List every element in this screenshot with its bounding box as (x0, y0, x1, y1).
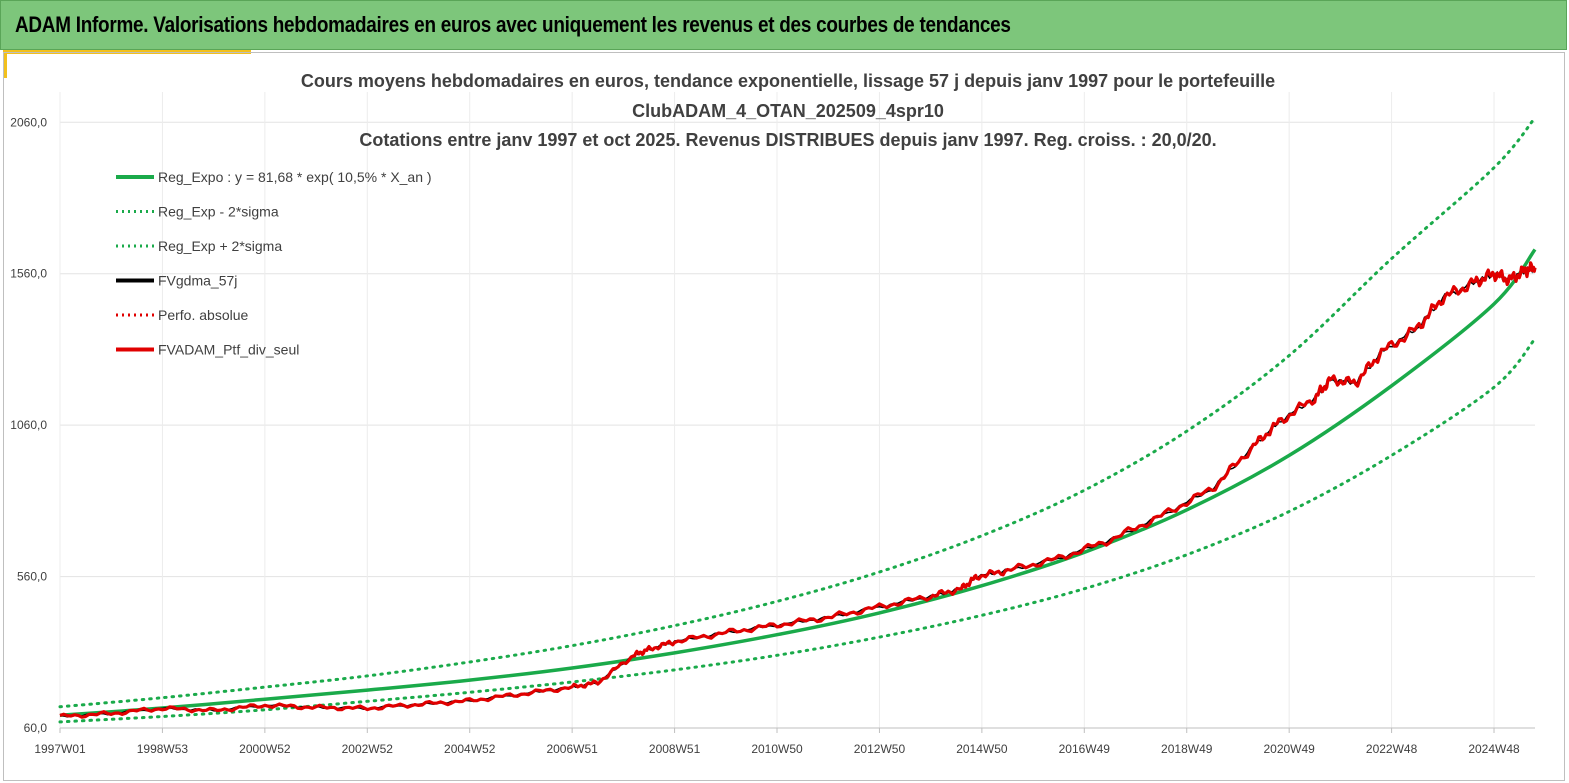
legend-entry-label: FVADAM_Ptf_div_seul (158, 342, 299, 358)
x-tick-label: 2014W50 (956, 742, 1008, 756)
x-tick-label: 1998W53 (137, 742, 189, 756)
chart-title-line-1: Cours moyens hebdomadaires en euros, ten… (301, 71, 1275, 91)
x-tick-label: 2004W52 (444, 742, 496, 756)
x-tick-label: 2006W51 (546, 742, 598, 756)
y-tick-label: 2060,0 (10, 115, 47, 129)
header-banner: ADAM Informe. Valorisations hebdomadaire… (0, 0, 1567, 50)
x-tick-label: 2010W50 (751, 742, 803, 756)
series-fvadam-ptf-div-seul (59, 261, 1537, 719)
x-tick-label: 2012W50 (854, 742, 906, 756)
series-fvgdma-57j (59, 265, 1536, 718)
x-tick-label: 2000W52 (239, 742, 291, 756)
y-axis: 60,0 560,0 1060,0 1560,0 2060,0 (10, 115, 47, 735)
x-axis: 1997W01 1998W53 2000W52 2002W52 2004W52 2006W… (34, 742, 1520, 756)
y-tick-label: 560,0 (17, 570, 47, 584)
chart-frame (3, 52, 1565, 781)
legend-entry-label: Reg_Expo : y = 81,68 * exp( 10,5% * X_an… (158, 169, 432, 185)
x-tick-label: 1997W01 (34, 742, 86, 756)
series-reg-expo (59, 248, 1537, 718)
x-tick-label: 2020W49 (1263, 742, 1315, 756)
y-tick-label: 60,0 (24, 721, 48, 735)
x-tick-label: 2008W51 (649, 742, 701, 756)
grid (59, 92, 1535, 733)
legend-entry-label: Reg_Exp - 2*sigma (158, 204, 279, 220)
x-tick-label: 2016W49 (1059, 742, 1111, 756)
x-tick-label: 2018W49 (1161, 742, 1213, 756)
legend-entry-label: FVgdma_57j (158, 273, 237, 289)
y-tick-label: 1060,0 (10, 418, 47, 432)
chart-title-line-3: Cotations entre janv 1997 et oct 2025. R… (359, 130, 1216, 150)
x-tick-label: 2024W48 (1468, 742, 1520, 756)
accent-bar-left (3, 50, 7, 78)
x-tick-label: 2022W48 (1366, 742, 1418, 756)
legend: Reg_Expo : y = 81,68 * exp( 10,5% * X_an… (116, 169, 432, 358)
y-tick-label: 1560,0 (10, 267, 47, 281)
chart-title: Cours moyens hebdomadaires en euros, ten… (301, 71, 1275, 150)
legend-entry-label: Reg_Exp + 2*sigma (158, 238, 282, 254)
page-title: ADAM Informe. Valorisations hebdomadaire… (15, 12, 1011, 37)
x-tick-label: 2002W52 (342, 742, 394, 756)
plot-area (58, 116, 1537, 724)
series-reg-exp-minus-2sigma (58, 337, 1537, 724)
chart-title-line-2: ClubADAM_4_OTAN_202509_4spr10 (632, 101, 944, 121)
legend-entry-label: Perfo. absolue (158, 307, 248, 323)
